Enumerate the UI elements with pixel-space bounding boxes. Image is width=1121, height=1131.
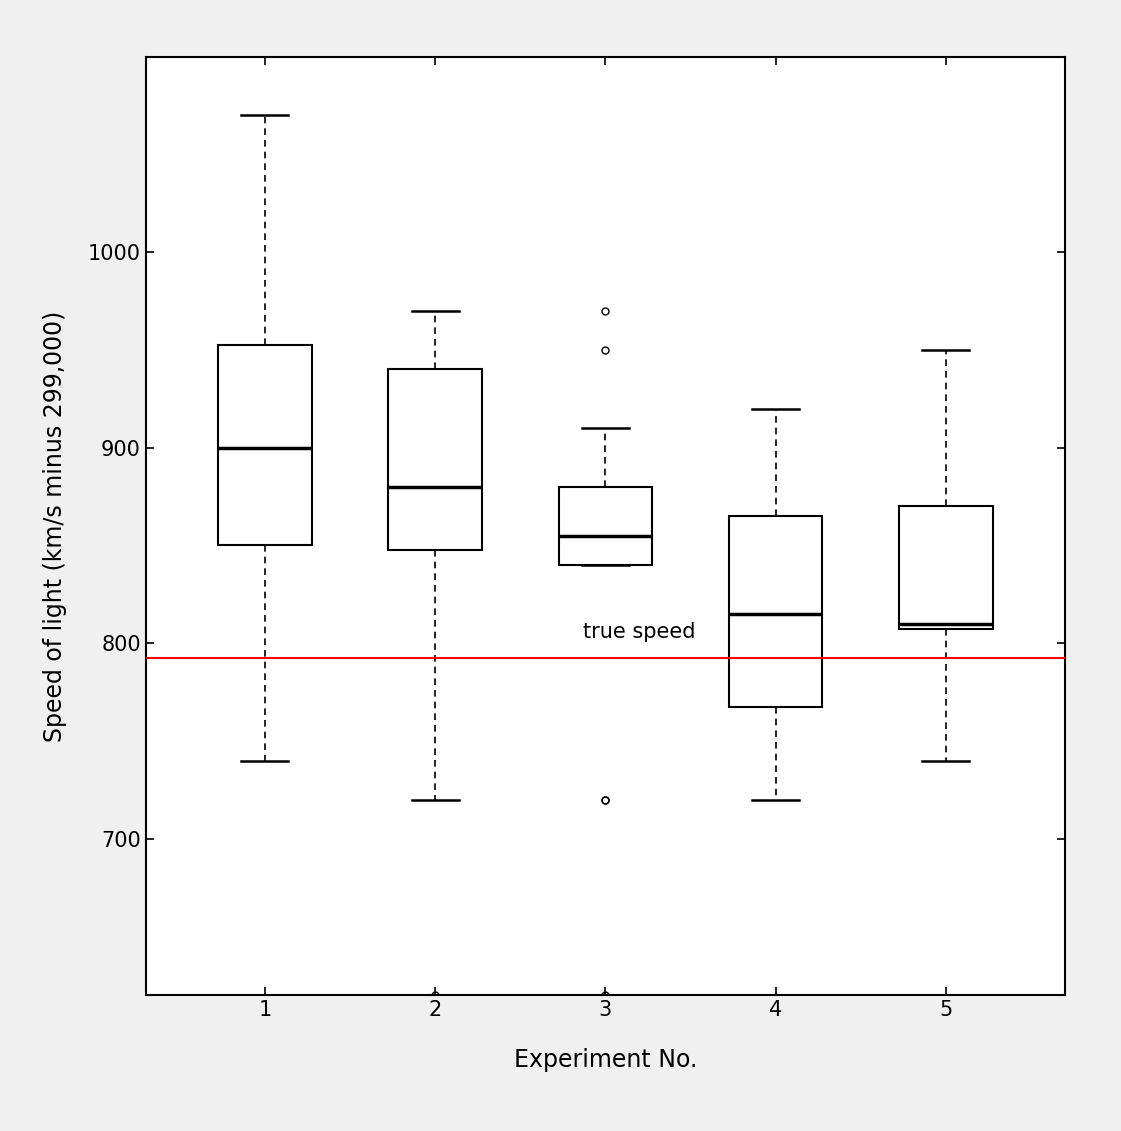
Text: true speed: true speed (583, 622, 696, 642)
PathPatch shape (558, 486, 652, 566)
Y-axis label: Speed of light (km/s minus 299,000): Speed of light (km/s minus 299,000) (43, 310, 67, 742)
PathPatch shape (899, 507, 992, 629)
X-axis label: Experiment No.: Experiment No. (513, 1048, 697, 1072)
PathPatch shape (388, 370, 482, 551)
PathPatch shape (219, 345, 312, 545)
PathPatch shape (729, 516, 823, 707)
